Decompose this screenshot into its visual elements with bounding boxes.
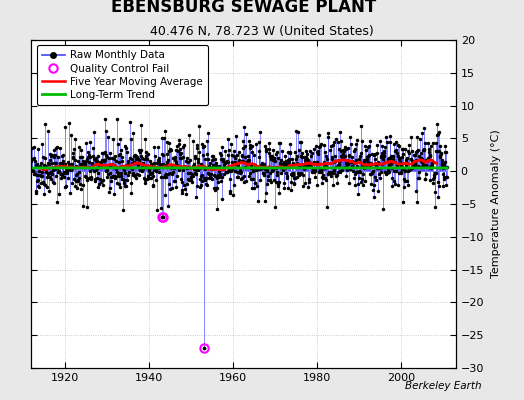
Y-axis label: Temperature Anomaly (°C): Temperature Anomaly (°C) xyxy=(491,130,501,278)
Title: EBENSBURG SEWAGE PLANT: EBENSBURG SEWAGE PLANT xyxy=(111,0,376,16)
Text: 40.476 N, 78.723 W (United States): 40.476 N, 78.723 W (United States) xyxy=(150,25,374,38)
Legend: Raw Monthly Data, Quality Control Fail, Five Year Moving Average, Long-Term Tren: Raw Monthly Data, Quality Control Fail, … xyxy=(37,45,208,105)
Text: Berkeley Earth: Berkeley Earth xyxy=(406,381,482,391)
